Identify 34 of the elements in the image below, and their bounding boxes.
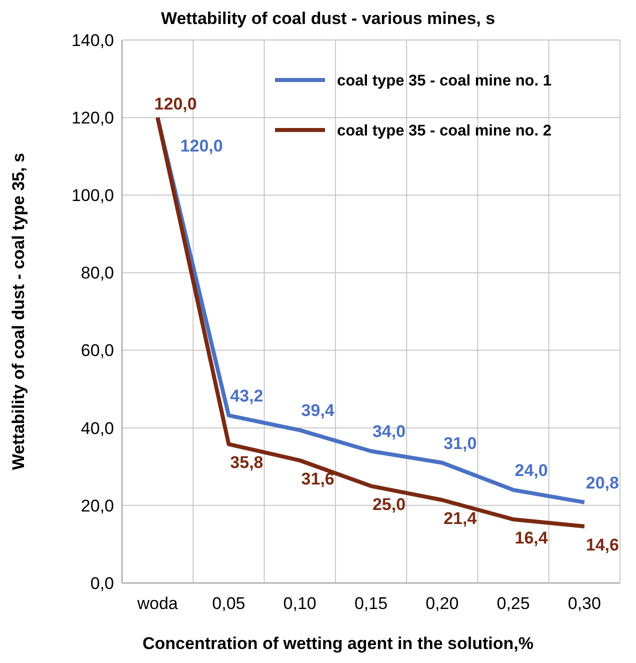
y-tick-label: 40,0 <box>80 418 114 438</box>
data-label: 21,4 <box>444 509 478 528</box>
data-label: 39,4 <box>301 401 335 420</box>
y-tick-label: 20,0 <box>80 496 114 516</box>
y-tick-label: 80,0 <box>80 264 114 283</box>
y-tick-label: 120,0 <box>71 108 114 128</box>
data-label: 25,0 <box>372 495 406 514</box>
x-tick-label: 0,30 <box>568 594 601 613</box>
data-label: 31,0 <box>444 434 477 453</box>
data-label: 43,2 <box>230 386 264 406</box>
x-tick-label: 0,20 <box>426 594 459 613</box>
chart-title: Wettability of coal dust - various mines, s <box>160 9 496 28</box>
x-tick-label: 0,15 <box>354 594 388 613</box>
x-axis-title: Concentration of wetting agent in the solution,% <box>142 634 534 653</box>
x-tick-label: woda <box>136 594 178 613</box>
data-label: 120,0 <box>180 136 223 156</box>
y-tick-label: 140,0 <box>71 30 114 50</box>
data-label: 34,0 <box>372 422 406 442</box>
data-label: 14,6 <box>586 535 619 554</box>
legend-label: coal type 35 - coal mine no. 2 <box>337 122 552 140</box>
x-tick-label: 0,05 <box>212 594 246 613</box>
x-tick-label: 0,25 <box>496 594 530 613</box>
data-label: 16,4 <box>514 528 548 548</box>
data-label: 120,0 <box>154 94 197 114</box>
y-tick-label: 0,0 <box>90 574 114 593</box>
data-label: 24,0 <box>514 460 548 480</box>
y-tick-label: 100,0 <box>71 186 114 206</box>
data-label: 20,8 <box>586 473 619 492</box>
y-tick-label: 60,0 <box>80 341 114 360</box>
x-tick-label: 0,10 <box>283 594 316 613</box>
data-label: 31,6 <box>301 469 334 488</box>
legend-label: coal type 35 - coal mine no. 1 <box>337 72 552 90</box>
data-label: 35,8 <box>230 453 264 472</box>
y-axis-title: Wettability of coal dust - coal type 35, s <box>9 152 28 470</box>
